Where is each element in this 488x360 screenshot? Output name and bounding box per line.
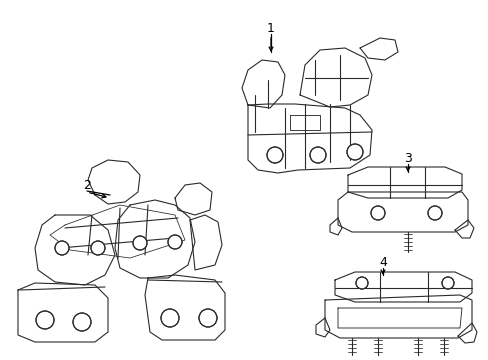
- Circle shape: [133, 236, 147, 250]
- Polygon shape: [347, 167, 461, 198]
- Polygon shape: [18, 283, 108, 342]
- Circle shape: [161, 309, 179, 327]
- Polygon shape: [247, 104, 371, 173]
- Polygon shape: [329, 218, 341, 235]
- Polygon shape: [145, 275, 224, 340]
- Polygon shape: [325, 295, 471, 338]
- Text: 3: 3: [403, 152, 411, 165]
- Polygon shape: [242, 60, 285, 108]
- Polygon shape: [35, 215, 115, 285]
- Circle shape: [355, 277, 367, 289]
- Polygon shape: [88, 160, 140, 204]
- Polygon shape: [315, 318, 329, 337]
- Circle shape: [370, 206, 384, 220]
- Polygon shape: [299, 48, 371, 107]
- Polygon shape: [190, 215, 222, 270]
- Circle shape: [309, 147, 325, 163]
- Circle shape: [168, 235, 182, 249]
- Circle shape: [73, 313, 91, 331]
- Polygon shape: [359, 38, 397, 60]
- Circle shape: [346, 144, 362, 160]
- Polygon shape: [337, 192, 467, 232]
- Circle shape: [91, 241, 105, 255]
- Circle shape: [199, 309, 217, 327]
- Polygon shape: [334, 272, 471, 302]
- Polygon shape: [457, 323, 476, 343]
- Circle shape: [36, 311, 54, 329]
- Text: 1: 1: [266, 22, 274, 35]
- Polygon shape: [454, 220, 473, 238]
- Polygon shape: [289, 115, 319, 130]
- Circle shape: [441, 277, 453, 289]
- Circle shape: [427, 206, 441, 220]
- Text: 4: 4: [378, 256, 386, 269]
- Circle shape: [55, 241, 69, 255]
- Text: 2: 2: [83, 179, 91, 192]
- Circle shape: [266, 147, 283, 163]
- Polygon shape: [337, 308, 461, 328]
- Polygon shape: [115, 200, 195, 278]
- Polygon shape: [50, 205, 184, 258]
- Polygon shape: [175, 183, 212, 215]
